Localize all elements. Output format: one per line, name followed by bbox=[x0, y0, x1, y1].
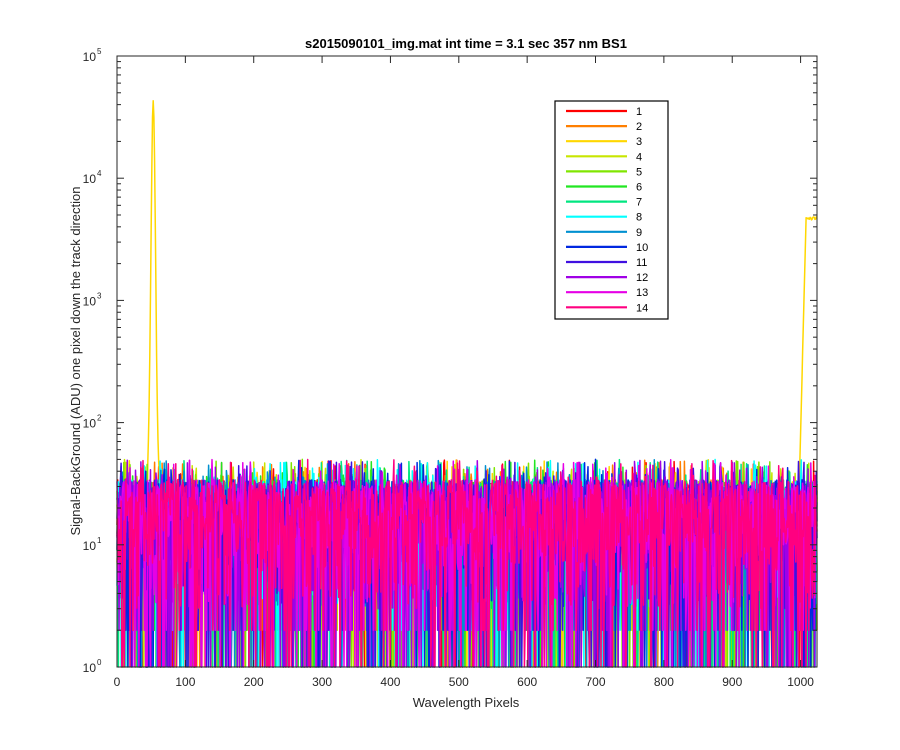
legend-label: 4 bbox=[636, 151, 642, 163]
x-tick-label: 700 bbox=[586, 675, 606, 689]
series-layer bbox=[116, 100, 818, 668]
legend-label: 11 bbox=[636, 257, 647, 269]
legend-entry-7: 7 bbox=[566, 197, 642, 209]
y-tick-base: 10 bbox=[83, 417, 97, 431]
legend-entry-2: 2 bbox=[566, 121, 642, 133]
y-tick-label: 10 4 bbox=[83, 169, 102, 186]
legend-label: 6 bbox=[636, 182, 642, 194]
legend-label: 7 bbox=[636, 197, 642, 209]
legend-label: 9 bbox=[636, 227, 642, 239]
y-tick-exponent: 1 bbox=[97, 536, 102, 545]
legend-entry-8: 8 bbox=[566, 212, 642, 224]
y-tick-base: 10 bbox=[83, 172, 97, 186]
y-tick-exponent: 5 bbox=[97, 47, 102, 56]
series-line-14 bbox=[116, 458, 818, 668]
legend-label: 1 bbox=[636, 106, 642, 118]
y-tick-label: 10 0 bbox=[83, 658, 102, 675]
y-tick-base: 10 bbox=[83, 539, 97, 553]
legend-entry-9: 9 bbox=[566, 227, 642, 239]
y-tick-label: 10 2 bbox=[83, 414, 102, 431]
legend-entry-11: 11 bbox=[566, 257, 647, 269]
y-tick-base: 10 bbox=[83, 50, 97, 64]
x-tick-label: 400 bbox=[380, 675, 400, 689]
y-tick-base: 10 bbox=[83, 661, 97, 675]
y-tick-exponent: 4 bbox=[97, 169, 102, 178]
x-tick-label: 0 bbox=[114, 675, 121, 689]
y-tick-label: 10 1 bbox=[83, 536, 102, 553]
x-tick-label: 500 bbox=[449, 675, 469, 689]
legend-label: 13 bbox=[636, 287, 648, 299]
y-tick-exponent: 0 bbox=[97, 658, 102, 667]
legend-label: 3 bbox=[636, 136, 642, 148]
legend-label: 5 bbox=[636, 166, 642, 178]
legend-entry-14: 14 bbox=[566, 302, 648, 314]
legend-entry-4: 4 bbox=[566, 151, 642, 163]
y-tick-label: 10 3 bbox=[83, 291, 102, 308]
x-axis-label: Wavelength Pixels bbox=[413, 695, 520, 710]
legend-box bbox=[554, 100, 669, 320]
x-tick-label: 100 bbox=[175, 675, 195, 689]
x-tick-label: 300 bbox=[312, 675, 332, 689]
y-tick-base: 10 bbox=[83, 294, 97, 308]
x-tick-label: 800 bbox=[654, 675, 674, 689]
legend-entry-5: 5 bbox=[566, 166, 642, 178]
legend-entry-13: 13 bbox=[566, 287, 648, 299]
legend-entry-10: 10 bbox=[566, 242, 648, 254]
plot-area bbox=[116, 55, 818, 668]
legend-label: 14 bbox=[636, 302, 648, 314]
axes-frame bbox=[116, 55, 818, 668]
x-tick-label: 1000 bbox=[787, 675, 814, 689]
y-tick-label: 10 5 bbox=[83, 47, 102, 64]
x-tick-label: 600 bbox=[517, 675, 537, 689]
chart-title: s2015090101_img.mat int time = 3.1 sec 3… bbox=[305, 36, 627, 51]
y-axis-label: Signal-BackGround (ADU) one pixel down t… bbox=[68, 186, 83, 535]
y-tick-exponent: 3 bbox=[97, 291, 102, 300]
legend-label: 8 bbox=[636, 212, 642, 224]
x-axis: 0 100 200 300 400 500 600 700 800 900 1000 bbox=[114, 56, 814, 689]
legend-label: 2 bbox=[636, 121, 642, 133]
legend-label: 12 bbox=[636, 272, 648, 284]
legend-entry-12: 12 bbox=[566, 272, 648, 284]
legend-entry-3: 3 bbox=[566, 136, 642, 148]
y-tick-exponent: 2 bbox=[97, 414, 102, 423]
x-tick-label: 900 bbox=[722, 675, 742, 689]
legend-entry-6: 6 bbox=[566, 182, 642, 194]
legend-label: 10 bbox=[636, 242, 648, 254]
series-line-13 bbox=[116, 458, 818, 668]
legend-entry-1: 1 bbox=[566, 106, 642, 118]
x-tick-label: 200 bbox=[244, 675, 264, 689]
